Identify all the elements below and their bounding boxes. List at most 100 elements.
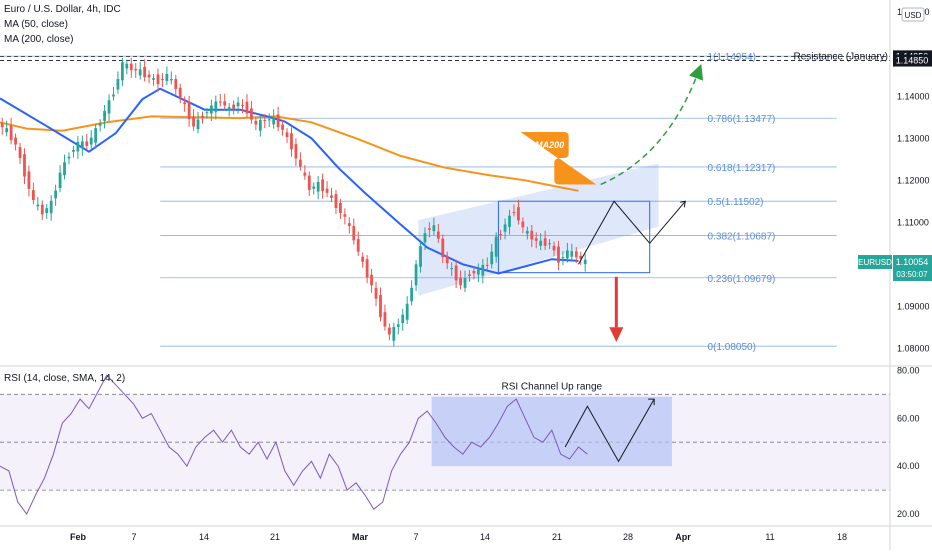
candle-body [267,119,271,121]
projection-arrowhead [680,200,686,208]
price-tick-label: 1.11000 [897,217,929,227]
candle-body [454,265,458,281]
candle-body [0,123,4,128]
candle-body [89,137,93,145]
candle-body [174,79,178,90]
candle-body [72,150,75,152]
candle-body [307,175,311,190]
candle-body [530,230,534,240]
candle-body [31,190,35,201]
time-tick-label: 7 [131,532,136,542]
rsi-tick-label: 40.00 [897,461,920,471]
price-panel: 1(1.14954) 0.786(1.13477) 0.618(1.12317) 0.… [0,52,890,353]
fib-label: 0.786(1.13477) [708,114,776,125]
candle-body [116,79,120,90]
candle-body [205,112,209,114]
candle-body [508,215,511,227]
rsi-panel: RSI Channel Up range [0,374,890,515]
candle-body [557,246,560,263]
bullish-arrow [600,64,704,186]
time-tick-label: 21 [270,532,280,542]
candle-body [476,269,480,275]
candle-body [459,277,462,286]
candle-body [361,256,365,262]
rsi-tick-label: 20.00 [897,509,920,519]
candle-body [178,87,182,98]
currency-badge-text: USD [905,11,922,20]
candle-body [481,264,485,276]
candle-body [143,66,147,78]
candle-body [490,251,494,265]
candle-body [499,234,503,236]
candle-body [227,107,231,111]
candle-body [383,312,387,327]
candle-body [330,195,333,198]
candle-body [54,190,58,199]
resistance-price-badge [893,54,932,67]
ma200-callout-text: 4H MA200 [520,140,564,150]
candle-body [339,202,342,214]
candle-body [232,104,236,109]
price-tick-label: 1.12000 [897,175,930,185]
candle-body [419,246,422,267]
last-price-text: 1.10054 [896,257,929,267]
candle-body [36,204,40,207]
candle-body [352,226,356,241]
candle-body [512,211,516,213]
candle-body [161,79,164,81]
candle-body [223,101,227,106]
candle-body [129,63,133,71]
candle-body [441,238,445,258]
candle-body [254,120,258,125]
rsi-line [0,374,588,515]
candle-body [543,238,547,246]
candle-body [76,142,80,152]
candle-body [294,144,298,159]
bar-countdown-text: 03:50:07 [896,270,928,279]
fib-label: 1(1.14954) [708,52,756,63]
candle-body [236,102,240,107]
candle-body [574,251,578,258]
candle-body [169,79,173,81]
ma200-callout-bubble [520,131,597,185]
time-tick-label: 14 [480,532,490,542]
candle-body [67,156,71,159]
candle-body [517,207,520,221]
candle-body [525,230,529,234]
candle-body [23,154,26,177]
time-tick-label: 11 [765,532,774,542]
candle-body [209,105,213,114]
candle-body [147,74,151,78]
fib-label: 0.618(1.12317) [708,163,776,174]
ma200-line [0,115,579,192]
currency-badge [901,7,925,22]
time-tick-label: Feb [70,532,87,542]
fib-label: 0.236(1.09679) [708,274,776,285]
last-price-badge [893,255,932,282]
candle-body [63,162,66,176]
time-tick-label: Apr [675,532,691,542]
resistance-price-text: 1.14850 [896,56,929,66]
time-tick-label: Mar [352,532,369,542]
candle-body [281,124,284,130]
candle-body [396,324,400,327]
ma50-line [0,87,579,275]
rsi-projection-arrowhead [648,398,655,406]
candle-body [445,255,449,264]
candle-body [534,238,538,241]
rsi-projection-zigzag [564,398,655,463]
candle-body [565,250,569,259]
candle-body [5,128,9,133]
candle-body [187,101,191,120]
candle-body [165,73,169,81]
candle-body [494,236,498,257]
ticker-badge [858,255,892,270]
ma50-legend: MA (50, close) [4,19,68,30]
candle-body [98,123,102,126]
candle-body [156,74,160,85]
time-tick-label: 18 [837,532,847,542]
candle-body [9,125,13,141]
